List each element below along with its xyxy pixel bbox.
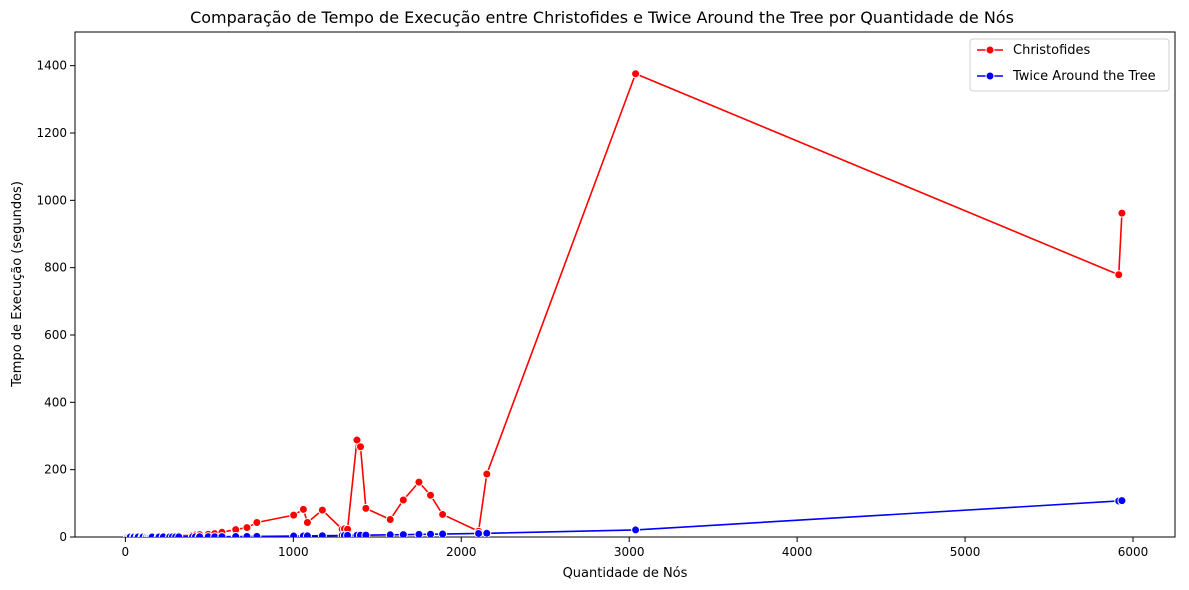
data-point-christofides: [631, 69, 641, 79]
data-point-christofides: [356, 442, 365, 452]
data-point-christofides: [302, 518, 312, 528]
data-point-twice-around-the-tree: [174, 532, 184, 537]
data-point-twice-around-the-tree: [302, 531, 312, 537]
legend-frame: [969, 38, 1170, 92]
data-point-twice-around-the-tree: [426, 529, 436, 537]
data-point-twice-around-the-tree: [231, 532, 241, 537]
data-point-christofides: [298, 504, 308, 514]
x-axis: 0 1000 2000 3000 4000 5000 6000: [122, 537, 1149, 559]
data-point-twice-around-the-tree: [438, 529, 448, 537]
x-axis-label: Quantidade de Nós: [563, 566, 688, 581]
x-tick-label: 1000: [278, 545, 309, 559]
legend-marker-christofides: [985, 45, 995, 55]
data-point-twice-around-the-tree: [398, 530, 408, 537]
plot-frame: [74, 31, 1176, 538]
y-tick-label: 600: [44, 328, 67, 342]
y-tick-label: 400: [44, 395, 67, 409]
y-tick-label: 1000: [36, 193, 67, 207]
x-tick-label: 0: [122, 545, 130, 559]
series-clip-group: [123, 69, 1127, 537]
x-tick-label: 5000: [950, 545, 981, 559]
data-point-christofides: [289, 510, 299, 520]
legend-label-christofides: Christofides: [1013, 43, 1091, 58]
data-point-twice-around-the-tree: [631, 525, 641, 535]
data-point-twice-around-the-tree: [242, 532, 252, 537]
y-tick-label: 1400: [36, 59, 67, 73]
legend-item-twice-around-the-tree: Twice Around the Tree: [977, 69, 1156, 84]
series-twice-around-the-tree: [123, 496, 1127, 537]
data-point-christofides: [398, 495, 408, 505]
data-point-christofides: [242, 523, 252, 533]
y-axis: 0 200 400 600 800 1000 1200 1400: [36, 59, 75, 544]
data-point-christofides: [482, 469, 492, 479]
data-point-twice-around-the-tree: [414, 529, 424, 537]
data-point-christofides: [1114, 270, 1124, 280]
data-point-christofides: [252, 518, 262, 528]
data-point-twice-around-the-tree: [289, 531, 299, 537]
legend-marker-twice-around-the-tree: [985, 71, 995, 81]
x-tick-label: 2000: [446, 545, 477, 559]
data-point-christofides: [438, 509, 448, 519]
x-tick-label: 3000: [614, 545, 645, 559]
y-axis-label: Tempo de Execução (segundos): [10, 181, 25, 388]
data-point-twice-around-the-tree: [474, 528, 484, 537]
data-point-christofides: [361, 503, 371, 513]
data-point-christofides: [1117, 208, 1127, 218]
data-point-twice-around-the-tree: [343, 530, 353, 537]
data-point-christofides: [426, 490, 436, 500]
x-tick-label: 6000: [1118, 545, 1149, 559]
data-point-christofides: [414, 477, 424, 487]
y-tick-label: 200: [44, 463, 67, 477]
y-tick-label: 1200: [36, 126, 67, 140]
data-point-twice-around-the-tree: [317, 531, 327, 537]
data-point-twice-around-the-tree: [252, 531, 262, 537]
data-point-christofides: [317, 505, 327, 515]
x-tick-label: 4000: [782, 545, 813, 559]
plot-area: [74, 31, 1176, 538]
data-point-twice-around-the-tree: [217, 532, 227, 537]
legend-item-christofides: Christofides: [977, 43, 1091, 58]
data-point-twice-around-the-tree: [1117, 496, 1127, 506]
legend: Christofides Twice Around the Tree: [969, 38, 1170, 92]
data-point-twice-around-the-tree: [482, 528, 492, 537]
data-point-twice-around-the-tree: [361, 530, 371, 537]
y-tick-label: 800: [44, 261, 67, 275]
legend-label-twice-around-the-tree: Twice Around the Tree: [1012, 69, 1156, 84]
y-tick-label: 0: [59, 530, 67, 544]
chart-title: Comparação de Tempo de Execução entre Ch…: [190, 8, 1014, 27]
data-point-christofides: [385, 514, 395, 524]
series-layer: [123, 69, 1127, 537]
data-point-twice-around-the-tree: [385, 530, 395, 537]
data-point-twice-around-the-tree: [195, 532, 205, 537]
